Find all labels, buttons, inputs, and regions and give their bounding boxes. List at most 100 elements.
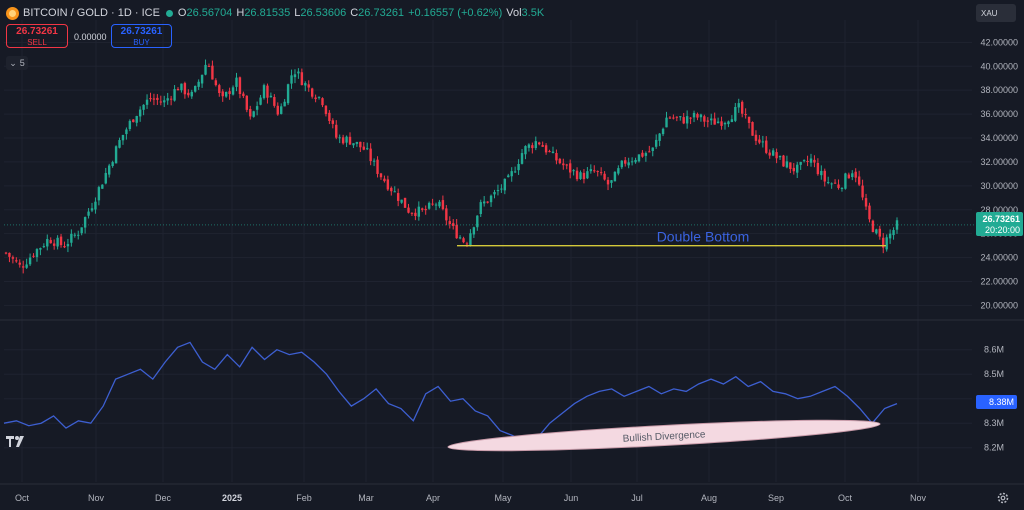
candle-body	[128, 120, 132, 129]
candle-body	[49, 240, 52, 244]
candle-body	[135, 115, 138, 123]
candle-body	[558, 158, 562, 164]
candle-body	[816, 162, 820, 175]
indicator-tick-label: 8.5M	[984, 369, 1004, 379]
open-label: O	[177, 7, 187, 19]
candle-body	[496, 190, 500, 192]
candle-body	[180, 83, 183, 91]
candle-body	[513, 171, 517, 173]
candle-body	[713, 118, 716, 125]
candle-body	[696, 113, 699, 118]
candle-body	[441, 200, 445, 210]
candle-body	[280, 106, 283, 114]
candle-body	[386, 179, 390, 190]
candle-body	[355, 141, 359, 144]
candle-body	[531, 145, 534, 149]
candle-body	[293, 74, 297, 78]
candle-body	[524, 146, 527, 155]
candle-body	[544, 145, 548, 153]
candle-body	[837, 184, 840, 188]
candle-body	[125, 129, 128, 135]
candle-body	[462, 238, 465, 243]
candle-body	[548, 151, 551, 153]
candle-body	[300, 72, 304, 86]
candle-body	[465, 243, 469, 245]
candle-body	[651, 147, 654, 151]
candle-body	[434, 204, 438, 206]
candle-body	[35, 249, 39, 258]
candle-body	[654, 139, 658, 147]
indicators-toggle-button[interactable]: ⌄ 5	[6, 56, 28, 70]
candle-body	[868, 205, 871, 220]
candle-body	[565, 164, 568, 166]
candle-body	[641, 152, 644, 157]
candle-body	[637, 154, 641, 162]
candle-body	[782, 155, 785, 167]
candle-body	[255, 106, 259, 110]
candle-body	[390, 187, 393, 192]
price-tick-label: 38.00000	[980, 85, 1018, 95]
candle-body	[692, 112, 696, 118]
candle-body	[338, 137, 341, 139]
candle-body	[118, 140, 121, 148]
ohlc-values: O 26.56704 H 26.81535 L 26.53606 C 26.73…	[178, 7, 544, 19]
candle-body	[28, 257, 32, 265]
candle-body	[403, 197, 407, 208]
candle-body	[163, 100, 166, 103]
candle-body	[703, 116, 706, 122]
candle-body	[341, 137, 345, 144]
tradingview-logo-icon[interactable]	[6, 436, 28, 454]
candle-body	[744, 113, 747, 116]
candle-body	[685, 116, 689, 124]
candle-body	[716, 121, 720, 124]
candle-body	[66, 244, 70, 247]
candle-body	[679, 116, 682, 118]
candle-body	[331, 120, 335, 124]
price-tick-label: 42.00000	[980, 37, 1018, 47]
candle-body	[70, 233, 73, 243]
candle-body	[751, 122, 754, 136]
candle-body	[778, 155, 782, 158]
candle-body	[63, 246, 66, 248]
candle-body	[304, 83, 307, 86]
tradingview-logo-shape	[6, 436, 24, 447]
candle-body	[59, 236, 63, 246]
candle-body	[617, 168, 620, 174]
candle-body	[121, 134, 125, 141]
candle-body	[101, 184, 104, 189]
candle-body	[589, 169, 593, 172]
candle-body	[25, 264, 28, 268]
candle-body	[228, 91, 231, 95]
candle-body	[802, 160, 806, 162]
candle-body	[472, 227, 476, 235]
candle-body	[169, 98, 173, 100]
high-value: 26.81535	[244, 7, 291, 19]
candle-body	[52, 243, 56, 246]
candle-body	[372, 160, 376, 162]
market-status-icon	[165, 9, 173, 17]
candle-body	[596, 170, 599, 172]
candle-body	[132, 119, 135, 123]
gear-icon[interactable]	[996, 491, 1010, 505]
buy-button[interactable]: 26.73261 BUY	[111, 24, 172, 48]
candle-body	[39, 248, 42, 250]
candle-body	[359, 141, 362, 148]
candle-body	[534, 141, 537, 149]
candle-body	[187, 92, 190, 96]
volume-value: 3.5K	[521, 7, 545, 19]
candle-body	[699, 114, 703, 118]
candle-body	[882, 237, 885, 248]
candle-body	[335, 124, 338, 138]
candle-body	[503, 178, 507, 191]
candle-body	[775, 152, 778, 159]
candle-body	[761, 141, 765, 143]
symbol-name[interactable]: BITCOIN / GOLD · 1D · ICE	[23, 7, 160, 19]
candle-body	[734, 106, 737, 121]
symbol-header[interactable]: BITCOIN / GOLD · 1D · ICE O 26.56704 H 2…	[6, 5, 544, 21]
buy-price: 26.73261	[120, 26, 163, 37]
candle-body	[269, 95, 273, 98]
sell-button[interactable]: 26.73261 SELL	[6, 24, 68, 48]
compare-symbol-badge[interactable]: XAU	[976, 4, 1016, 22]
candle-body	[644, 153, 648, 156]
